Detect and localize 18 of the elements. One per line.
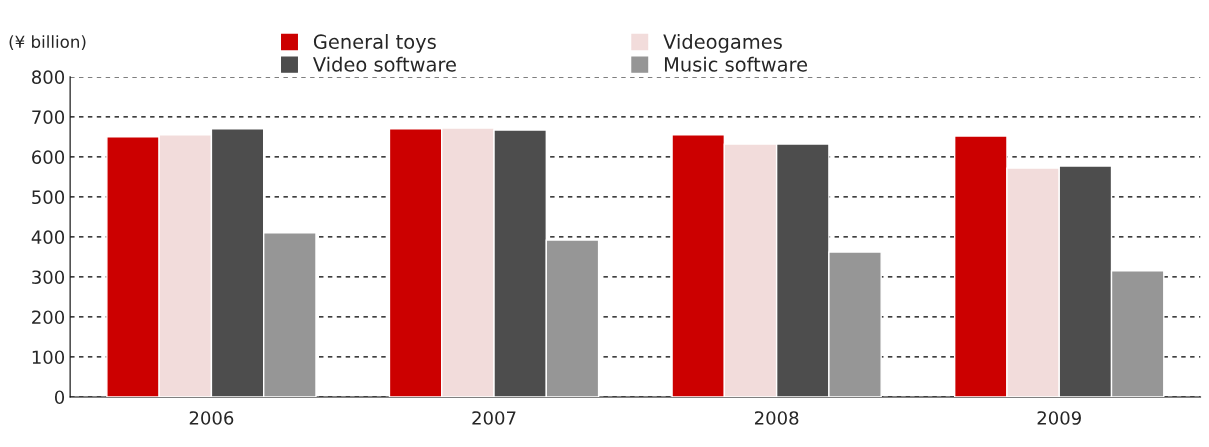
legend-label: General toys: [313, 33, 436, 53]
x-tick-label: 2008: [754, 411, 799, 425]
y-tick-label: 0: [54, 390, 65, 405]
x-tick-label: 2009: [1037, 411, 1081, 425]
y-axis-title: (¥ billion): [9, 35, 86, 51]
legend-label: Video software: [312, 56, 456, 72]
x-tick-label: 2007: [472, 411, 516, 425]
x-tick-label: 2006: [189, 411, 234, 425]
y-tick-label: 700: [32, 110, 65, 125]
y-tick-label: 500: [32, 190, 65, 205]
legend-label: Music software: [664, 56, 808, 72]
y-tick-label: 800: [32, 70, 65, 84]
y-tick-label: 600: [32, 150, 65, 165]
y-tick-label: 300: [32, 270, 65, 285]
y-tick-label: 200: [32, 310, 65, 325]
legend-label: Videogames: [663, 33, 782, 53]
y-tick-label: 100: [32, 350, 65, 365]
y-tick-label: 400: [31, 230, 65, 245]
